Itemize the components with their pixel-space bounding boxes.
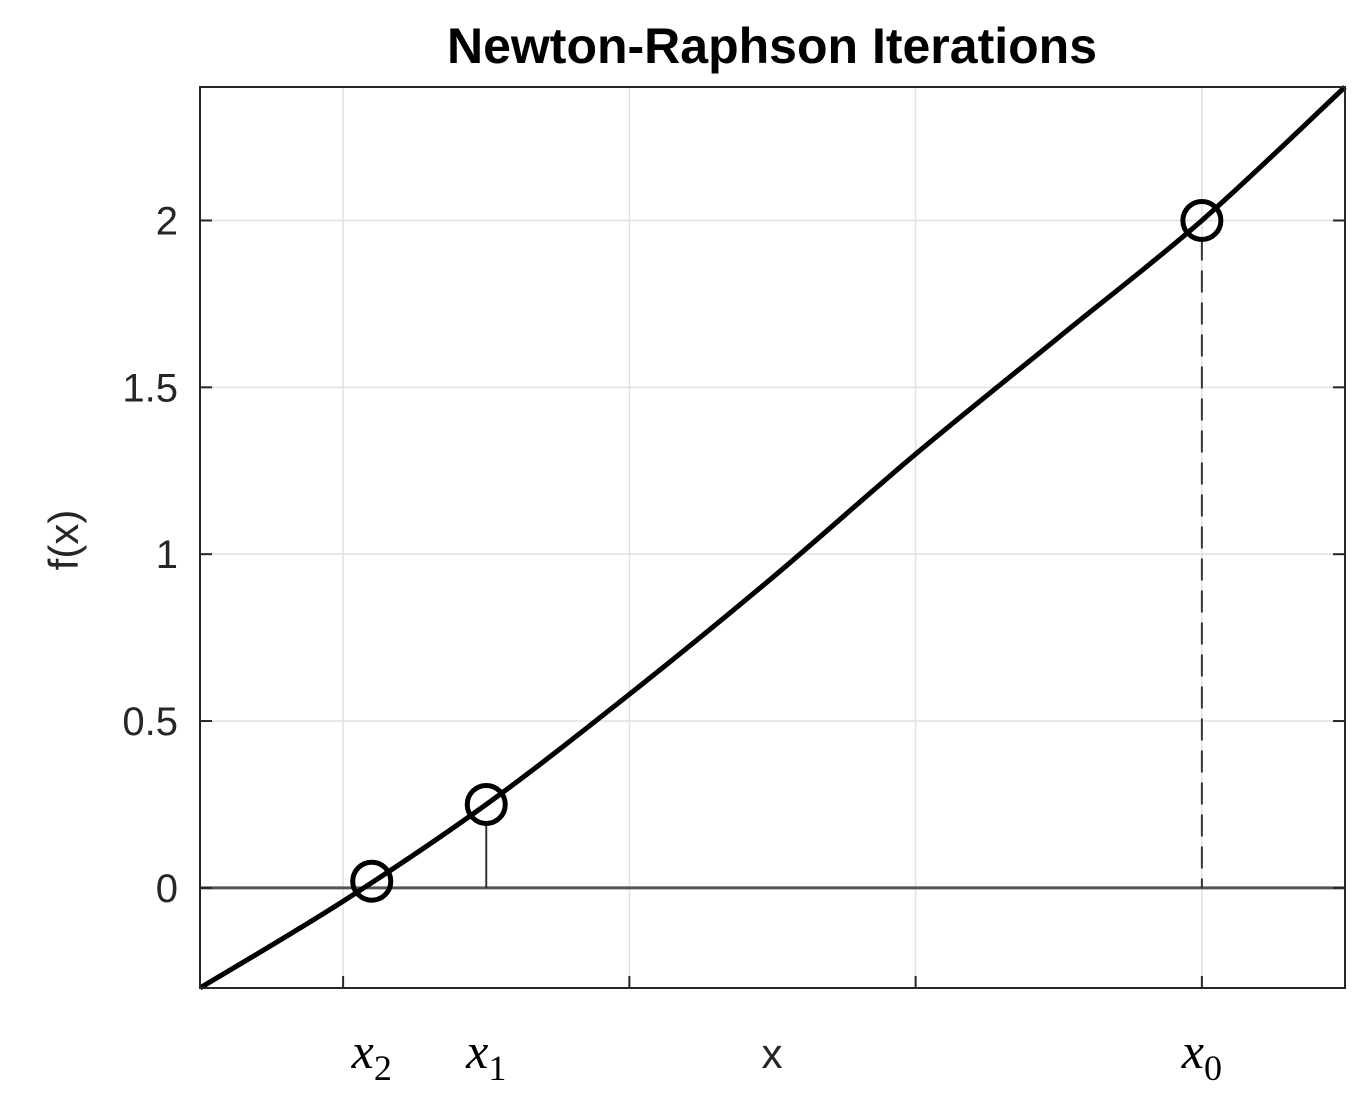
x-axis-label: x bbox=[762, 1030, 783, 1077]
y-tick-label: 0.5 bbox=[122, 700, 178, 744]
plot-area bbox=[200, 87, 1345, 988]
y-tick-label: 0 bbox=[156, 867, 178, 911]
y-tick-label: 1 bbox=[156, 533, 178, 577]
y-tick-label: 1.5 bbox=[122, 366, 178, 410]
chart-title: Newton-Raphson Iterations bbox=[447, 18, 1097, 74]
x-tick-labels: x2 x1 x0 bbox=[342, 976, 1222, 1088]
iterate-marker-x1 bbox=[464, 782, 508, 826]
y-tick-labels: 0 0.5 1 1.5 2 bbox=[122, 199, 1345, 911]
iterate-markers bbox=[350, 198, 1224, 903]
function-curve bbox=[198, 85, 1347, 991]
x-tick-label: x0 bbox=[1181, 1023, 1222, 1088]
axes-box bbox=[199, 86, 1346, 989]
y-tick-label: 2 bbox=[156, 199, 178, 243]
x-tick-label: x1 bbox=[465, 1023, 506, 1088]
iterate-marker-x0 bbox=[1180, 198, 1224, 242]
x-tick-label: x2 bbox=[351, 1023, 392, 1088]
iterate-marker-x2 bbox=[350, 859, 394, 903]
curve-layer bbox=[198, 85, 1347, 991]
y-axis-label: f(x) bbox=[40, 510, 87, 571]
